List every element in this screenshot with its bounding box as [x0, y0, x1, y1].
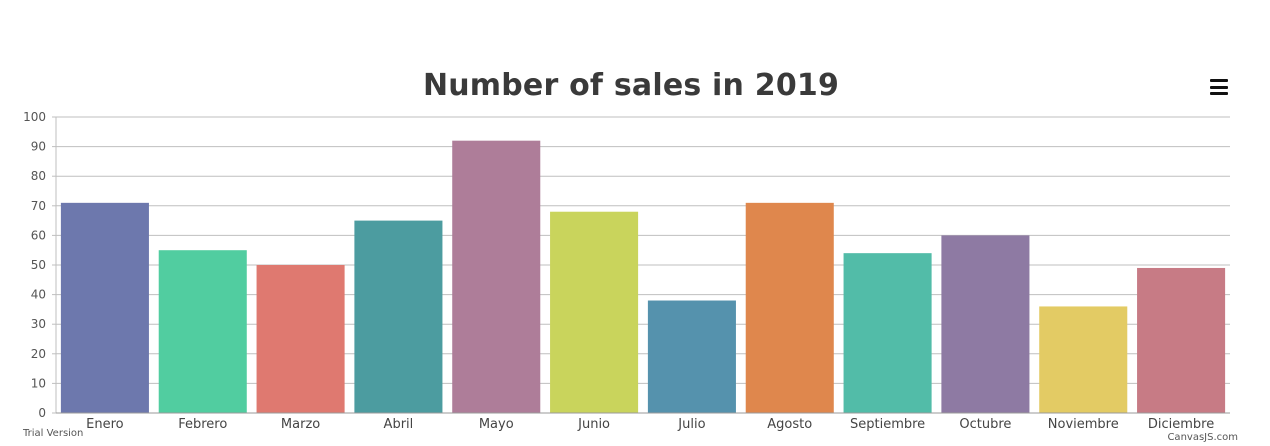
chart-title: Number of sales in 2019 — [422, 68, 840, 103]
x-tick-label: Febrero — [178, 417, 227, 432]
x-tick-label: Septiembre — [850, 417, 925, 432]
x-tick-label: Mayo — [479, 417, 514, 432]
y-tick-label: 20 — [31, 347, 46, 361]
x-tick-label: Marzo — [281, 417, 320, 432]
x-tick-label: Junio — [577, 417, 610, 432]
y-tick-label: 80 — [31, 169, 46, 183]
x-tick-label: Abril — [384, 417, 414, 432]
y-tick-label: 40 — [31, 288, 46, 302]
y-tick-label: 100 — [23, 110, 46, 124]
bar — [452, 140, 541, 413]
trial-version-label: Trial Version — [23, 428, 84, 439]
x-tick-label: Agosto — [767, 417, 812, 432]
bar — [745, 202, 834, 413]
x-tick-label: Julio — [677, 417, 705, 432]
bar — [843, 253, 932, 413]
x-tick-label: Noviembre — [1048, 417, 1119, 432]
y-tick-label: 60 — [31, 228, 46, 242]
y-tick-label: 70 — [31, 199, 46, 213]
menu-icon-line — [1210, 79, 1228, 82]
bar — [550, 211, 639, 413]
hamburger-menu-icon[interactable] — [1210, 79, 1228, 95]
x-tick-label: Enero — [86, 417, 124, 432]
y-tick-label: 30 — [31, 317, 46, 331]
bar — [256, 265, 345, 413]
bar — [354, 220, 443, 413]
x-tick-label: Octubre — [959, 417, 1011, 432]
y-tick-label: 90 — [31, 140, 46, 154]
bar — [1137, 267, 1226, 413]
bar — [941, 235, 1030, 413]
menu-icon-line — [1210, 92, 1228, 95]
canvasjs-credit-link[interactable]: CanvasJS.com — [1167, 432, 1238, 443]
y-tick-label: 50 — [31, 258, 46, 272]
y-tick-label: 10 — [31, 376, 46, 390]
bar — [158, 250, 247, 413]
bar — [647, 300, 736, 413]
y-tick-label: 0 — [38, 406, 46, 420]
x-tick-label: Diciembre — [1148, 417, 1214, 432]
menu-icon-line — [1210, 85, 1228, 89]
bar — [60, 202, 149, 413]
bar — [1039, 306, 1128, 413]
